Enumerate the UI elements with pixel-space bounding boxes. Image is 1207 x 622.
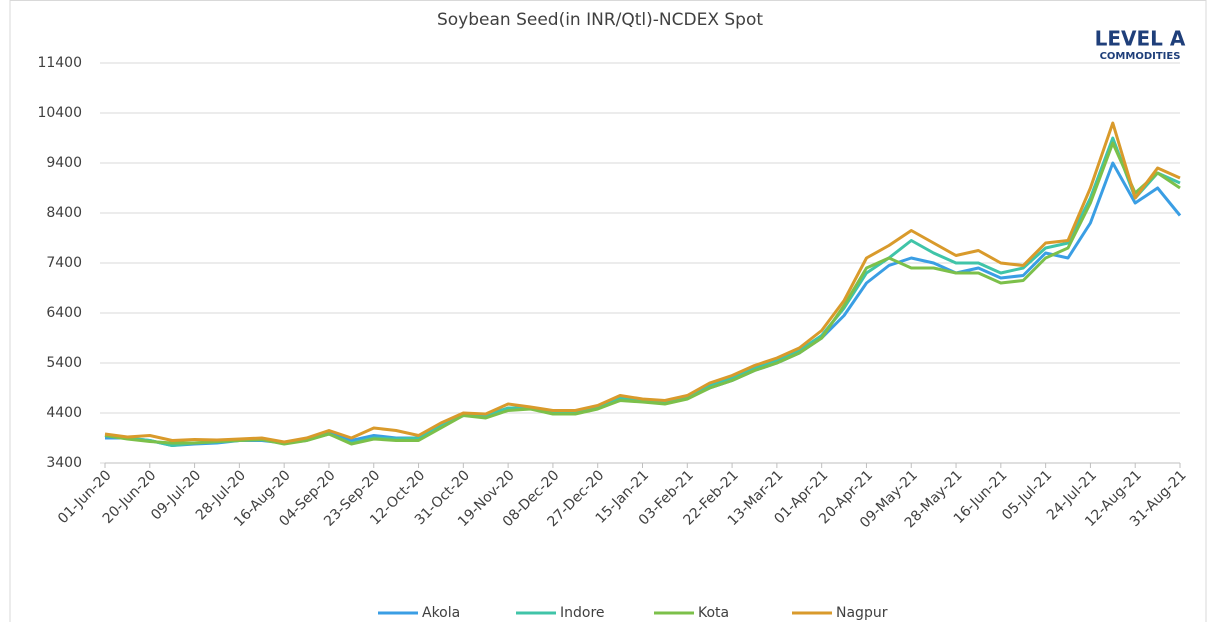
y-tick-label: 8400	[46, 205, 82, 221]
y-tick-label: 10400	[37, 105, 82, 121]
y-tick-label: 3400	[46, 455, 82, 471]
series-line	[104, 121, 1181, 444]
y-tick-label: 4400	[46, 405, 82, 421]
logo-subtitle: COMMODITIES	[1100, 51, 1181, 62]
logo-name: LEVEL A	[1095, 27, 1186, 51]
y-tick-label: 11400	[37, 55, 82, 71]
y-tick-label: 7400	[46, 255, 82, 271]
series-line	[104, 141, 1181, 446]
legend-label: Indore	[560, 605, 605, 621]
legend-label: Nagpur	[836, 605, 888, 621]
y-tick-label: 9400	[46, 155, 82, 171]
chart-title: Soybean Seed(in INR/Qtl)-NCDEX Spot	[437, 10, 763, 30]
legend-label: Kota	[698, 605, 729, 621]
y-tick-label: 6400	[46, 305, 82, 321]
legend-label: Akola	[422, 605, 460, 621]
y-tick-label: 5400	[46, 355, 82, 371]
chart-frame	[9, 0, 1207, 622]
